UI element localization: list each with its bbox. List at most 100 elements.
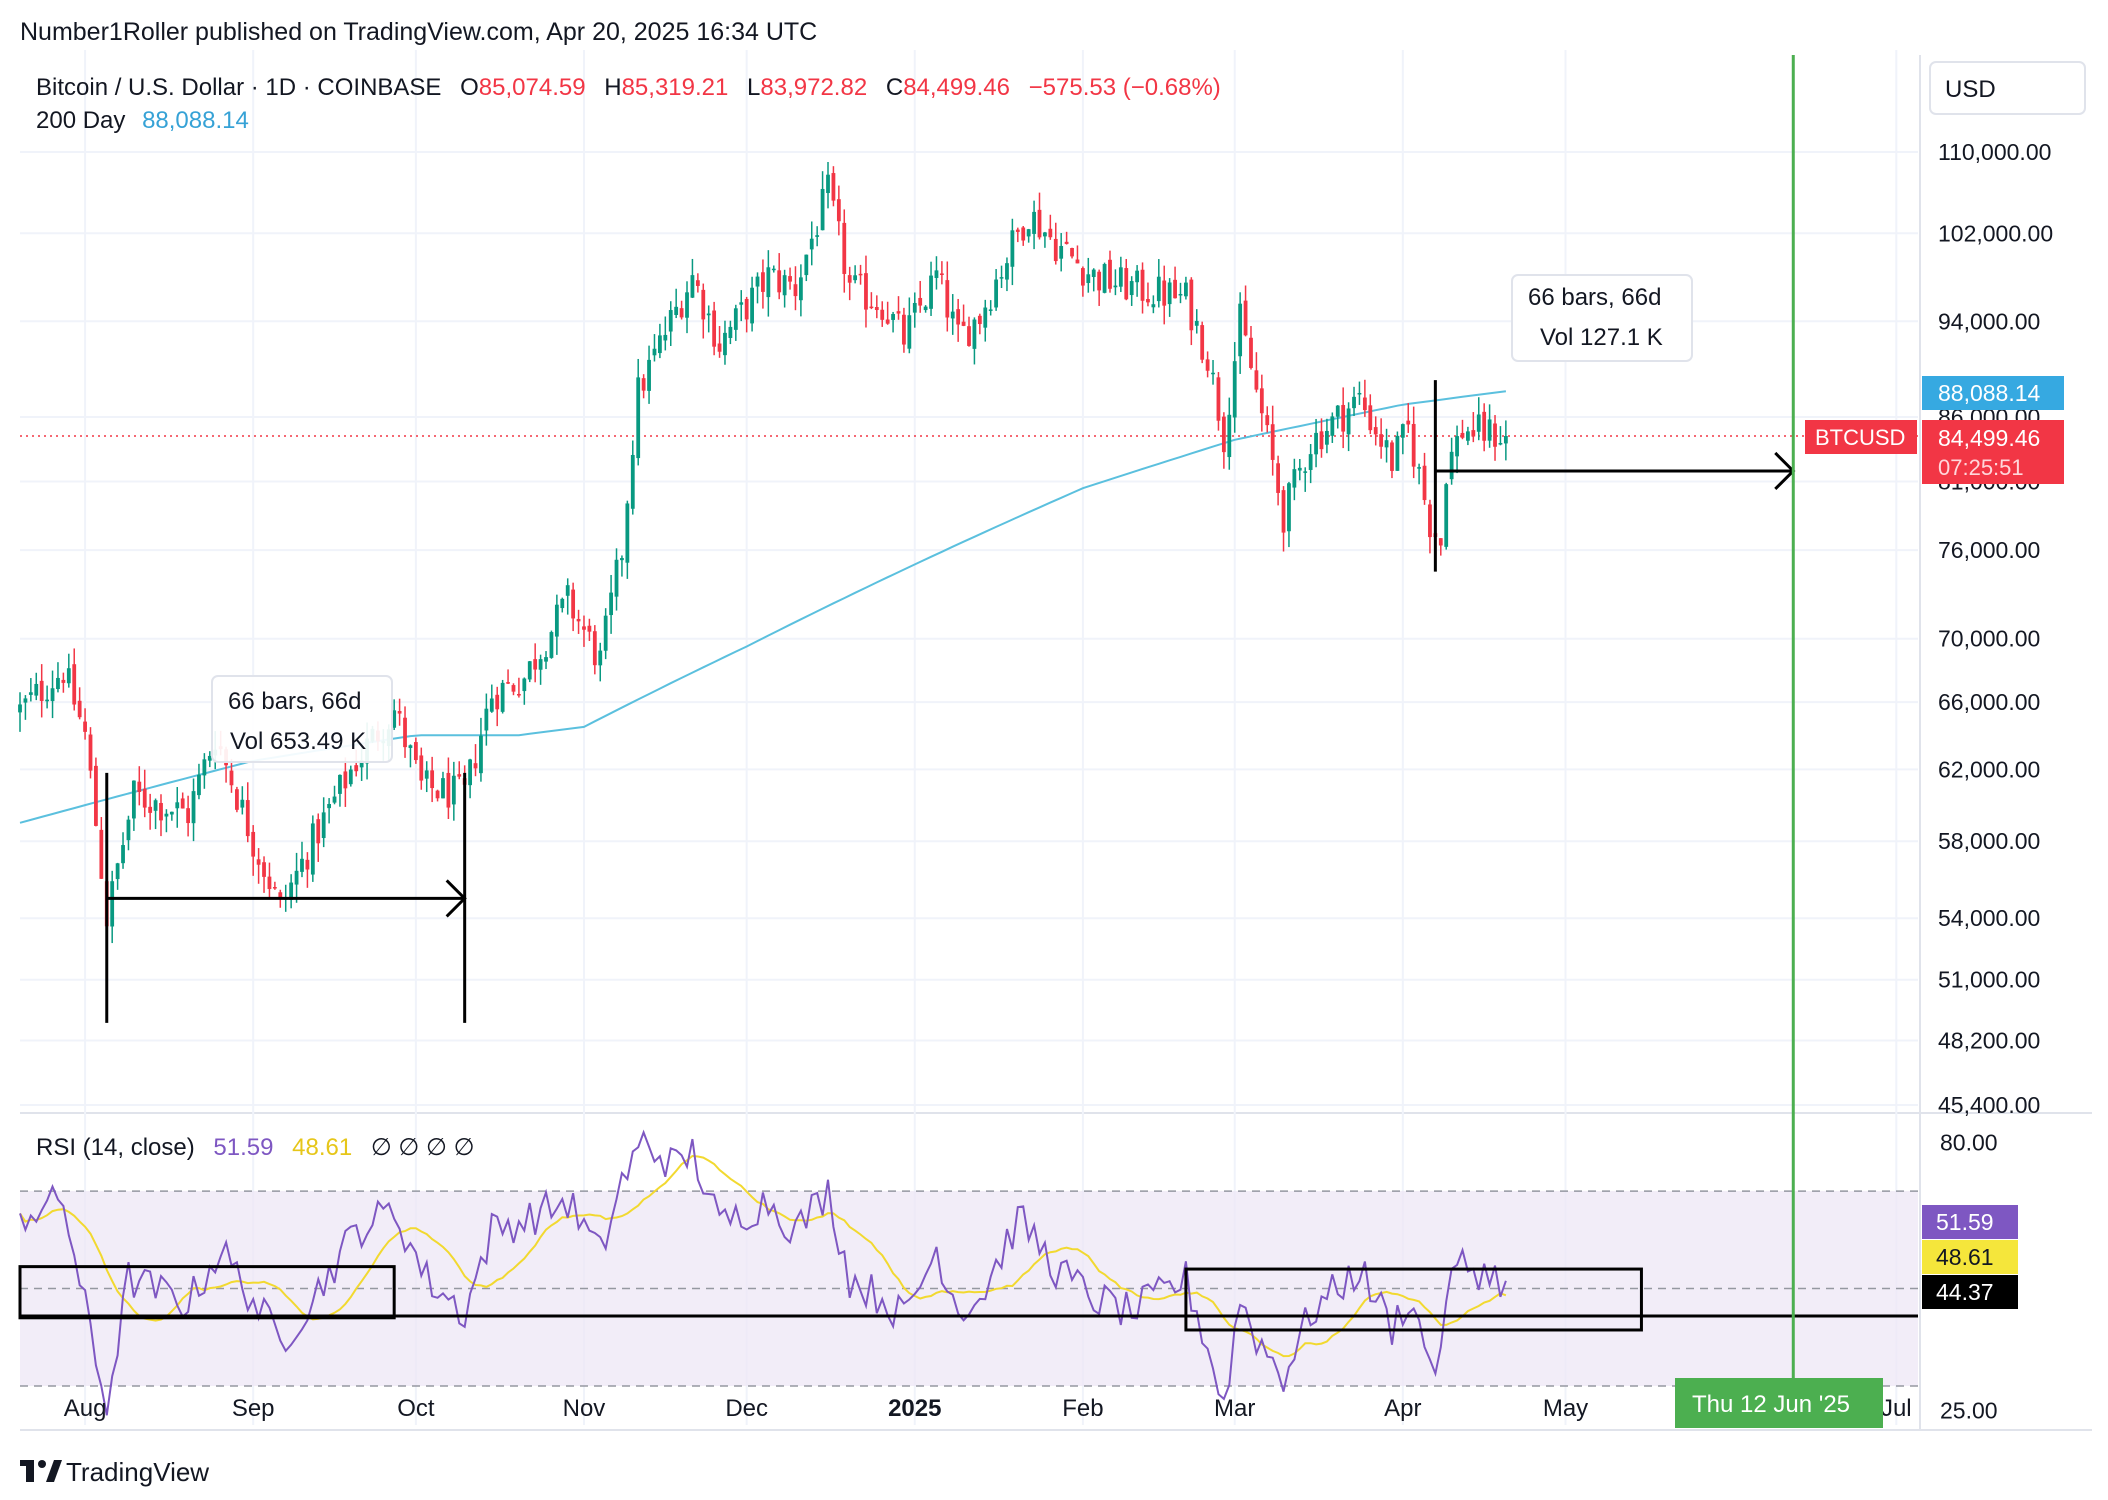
price-tick-label: 48,200.00 [1938,1028,2040,1054]
candle-body [1265,415,1270,426]
candle [1021,225,1026,246]
candle-body [853,275,858,281]
candle [1406,403,1411,433]
candle [1346,402,1351,452]
candle-body [45,699,50,702]
candle [902,307,906,353]
candle [592,625,597,675]
high-label: H [604,74,621,101]
candle [679,300,684,320]
candle-body [1232,361,1237,418]
candle-body [1341,404,1346,432]
candle [77,687,82,720]
candle-body [663,334,668,341]
candle-body [929,275,933,309]
candle [918,280,923,313]
candle [262,856,266,893]
rsi-value-text: 51.59 [1936,1209,1994,1235]
candle [500,679,505,714]
candle [983,299,988,342]
candle-body [403,717,407,748]
candle-body [695,280,700,286]
candle-body [1140,269,1145,301]
candle-body [506,682,510,684]
candle-body [1243,300,1248,336]
candle [967,316,971,347]
candle-body [110,881,115,927]
candle-body [1466,431,1470,441]
candle-body [300,858,304,872]
candle [1325,418,1329,454]
candle-body [961,321,966,326]
measure-label-2[interactable]: 66 bars, 66d Vol 127.1 K [1511,274,1693,362]
rsi-header-extras: ∅ ∅ ∅ ∅ [371,1134,475,1161]
candle [1270,405,1275,476]
rsi-line [19,1129,1507,1416]
candle-body [1075,259,1080,264]
candle [1124,258,1129,301]
candle [1173,266,1177,299]
candle-body [495,694,500,710]
candle-body [446,772,451,808]
candle-body [1254,370,1259,390]
candle-body [858,273,863,276]
candle [630,440,635,515]
candle [554,594,559,655]
candle-body [186,808,191,824]
candle-body [1411,423,1416,467]
candle [891,311,895,333]
time-tick-label: Mar [1214,1395,1255,1422]
candle-body [272,887,277,889]
candle-body [1428,504,1432,538]
candle-body [235,789,239,810]
candle-body [473,763,478,769]
candle-body [826,174,830,194]
price-tick-label: 94,000.00 [1938,308,2040,334]
time-axis[interactable]: Aug Sep Oct Nov Dec 2025 Feb Mar Apr May Jul [64,1395,1912,1422]
candle [1249,326,1253,370]
candle [316,813,321,862]
candle-body [652,348,657,356]
currency-button[interactable]: USD [1929,61,2086,115]
candle [435,789,440,802]
candle [804,254,809,282]
candle-body [701,289,706,320]
change-value: −575.53 (−0.68%) [1029,74,1221,101]
candle-body [207,755,212,761]
candle-body [880,309,885,320]
candle-body [159,802,163,821]
candle [657,323,662,359]
candle-body [1048,228,1053,238]
drawings[interactable] [18,55,1796,1378]
candle [788,267,792,290]
measure-label-1[interactable]: 66 bars, 66d Vol 653.49 K [211,675,393,763]
candle [815,226,820,247]
candle [1276,455,1281,506]
measure-arrow-head [445,879,467,918]
candle-body [1108,259,1112,289]
candle-body [766,267,771,298]
candle-body [576,618,581,622]
candle [1455,425,1459,474]
candle [1330,412,1335,443]
candle-body [554,604,559,637]
candle-body [56,677,60,690]
tradingview-logo[interactable]: TradingView [20,1457,209,1487]
candle [153,798,158,830]
rsi-tick-label: 25.00 [1940,1397,1998,1423]
candle [652,334,657,362]
symbol-title: Bitcoin / U.S. Dollar · 1D · COINBASE [36,74,441,101]
candle-body [359,760,364,768]
candle [28,678,33,702]
candle-body [636,377,641,459]
candle [695,273,700,293]
candle [533,643,538,683]
candle [999,265,1004,289]
candle-body [674,306,679,315]
candle [685,281,689,334]
candle-body [1162,280,1167,306]
candle-body [1113,285,1118,288]
candle-body [1319,431,1324,450]
candle [1487,404,1492,448]
